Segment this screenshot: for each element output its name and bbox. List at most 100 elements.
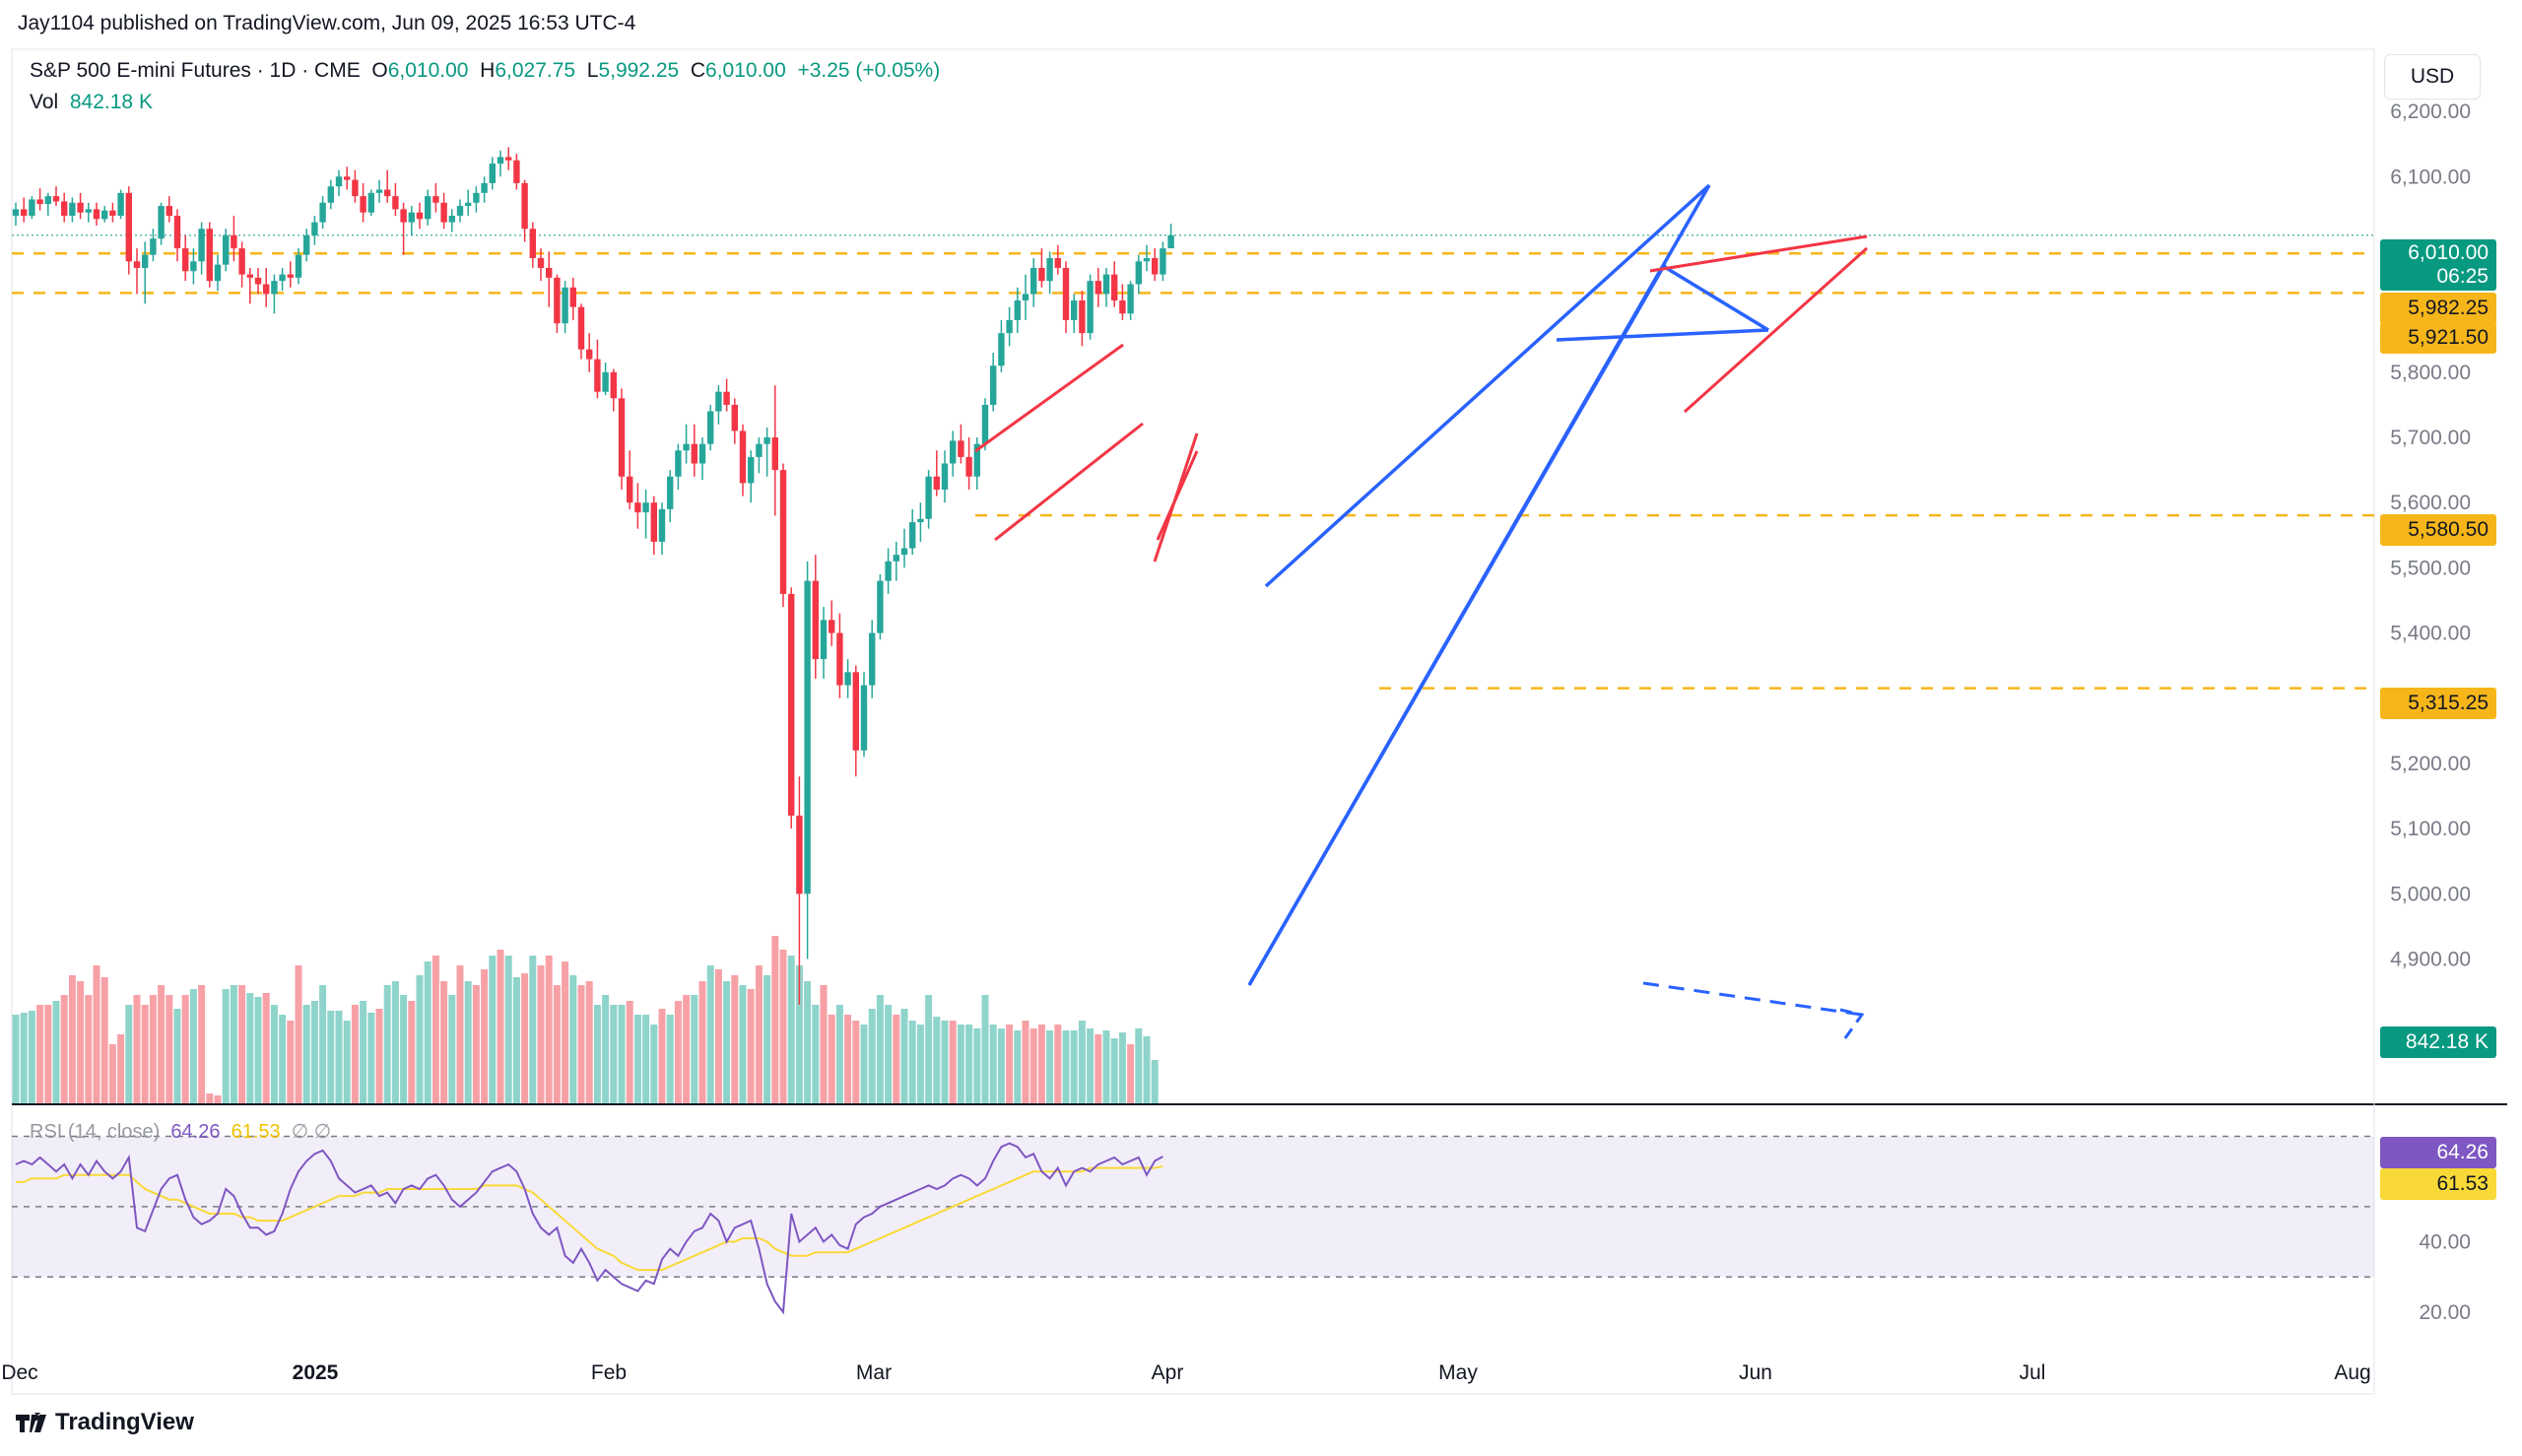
volume-bar [965, 1025, 973, 1103]
candle-body [1095, 281, 1101, 295]
blue-trendline [1247, 263, 1667, 986]
time-tick-label: Mar [856, 1361, 892, 1384]
volume-bar [60, 995, 68, 1103]
blue-trendline [1662, 264, 1769, 332]
volume-bar [893, 1015, 900, 1103]
volume-bar [383, 985, 391, 1103]
price-tick-label: 5,200.00 [2390, 753, 2471, 775]
volume-bar [1078, 1021, 1086, 1103]
volume-bar [521, 973, 529, 1103]
candle-body [1062, 267, 1070, 320]
candle-body [796, 815, 803, 894]
rsi-label[interactable]: RSI (14, close) [30, 1121, 161, 1143]
volume-bar [618, 1005, 626, 1103]
volume-bar [828, 1015, 835, 1103]
volume-trend-arrow [1839, 1008, 1865, 1043]
candle-body [941, 463, 949, 490]
time-tick-label: Jun [1739, 1361, 1772, 1384]
close-label: C [690, 59, 706, 82]
volume-bar [1006, 1025, 1014, 1103]
candle-body [505, 157, 512, 161]
volume-bar [1062, 1030, 1070, 1103]
candle-body [77, 202, 84, 213]
candle-body [771, 437, 778, 471]
candle-body [327, 186, 334, 203]
candle-body [375, 189, 383, 193]
volume-bar [287, 1021, 295, 1103]
candle-body [933, 476, 940, 490]
volume-bar [117, 1034, 125, 1103]
countdown: 06:25 [2436, 265, 2489, 288]
volume-bar [1014, 1030, 1022, 1103]
candle-body [1030, 267, 1037, 295]
high-value: 6,027.75 [495, 59, 576, 82]
candle-body [546, 267, 553, 278]
volume-bar [279, 1015, 287, 1103]
volume-bar [375, 1009, 383, 1103]
volume-bar [222, 989, 230, 1103]
currency-button[interactable]: USD [2384, 54, 2481, 99]
volume-bar [714, 969, 722, 1103]
candle-body [981, 404, 989, 444]
volume-bar [295, 965, 302, 1103]
red-trendline [1156, 450, 1199, 541]
tradingview-watermark[interactable]: TradingView [16, 1409, 194, 1436]
candle-body [335, 176, 343, 187]
candle-body [965, 456, 972, 477]
volume-bar [989, 1025, 997, 1103]
candle-body [279, 274, 286, 282]
candle-body [448, 215, 455, 223]
volume-bar [141, 1005, 149, 1103]
candle-body [917, 518, 924, 523]
price-tick-label: 5,800.00 [2390, 362, 2471, 384]
candle-body [973, 443, 980, 477]
volume-bar [100, 977, 108, 1103]
candle-body [52, 196, 60, 202]
rsi-ma-value: 61.53 [231, 1121, 281, 1143]
candle-body [1079, 300, 1086, 334]
candle-body [1135, 261, 1142, 285]
candle-body [658, 508, 666, 542]
volume-bar [529, 956, 537, 1103]
volume-bar [779, 950, 787, 1103]
candle-body [667, 476, 674, 509]
volume-bar [820, 985, 828, 1103]
volume-bar [706, 965, 714, 1103]
candle-body [311, 222, 318, 235]
candle-body [61, 201, 68, 216]
level-tag-3: 5,580.50 [2380, 514, 2496, 546]
volume-bar [1087, 1028, 1095, 1103]
volume-bar [1029, 1028, 1037, 1103]
candle-body [173, 215, 181, 249]
candle-body [384, 189, 391, 197]
volume-bar [133, 995, 141, 1103]
volume-bar [166, 995, 173, 1103]
rsi-tag: 64.26 [2380, 1137, 2496, 1168]
volume-bar [214, 1095, 222, 1103]
price-tick-label: 5,100.00 [2390, 818, 2471, 840]
volume-bar [189, 989, 197, 1103]
candle-body [642, 502, 649, 513]
volume-bar [941, 1021, 949, 1103]
time-tick-label: 2025 [293, 1361, 339, 1384]
candle-body [400, 209, 407, 223]
volume-bar [925, 995, 933, 1103]
candle-body [569, 287, 576, 307]
candle-body [360, 196, 366, 213]
level-tag-2: 5,921.50 [2380, 322, 2496, 354]
last-price-tag: 6,010.00 06:25 [2380, 239, 2496, 291]
candle-body [860, 685, 868, 751]
symbol-label[interactable]: S&P 500 E-mini Futures · 1D · CME [30, 59, 361, 82]
volume-bar [981, 995, 989, 1103]
volume-bar [497, 950, 504, 1103]
candle-body [246, 274, 253, 278]
candle-body [295, 254, 302, 278]
candle-body [683, 443, 690, 451]
publisher-line: Jay1104 published on TradingView.com, Ju… [18, 12, 636, 34]
volume-bar [1037, 1025, 1045, 1103]
volume-bar [431, 956, 439, 1103]
candle-body [877, 580, 884, 633]
candle-body [779, 470, 787, 594]
candle-body [836, 632, 843, 686]
